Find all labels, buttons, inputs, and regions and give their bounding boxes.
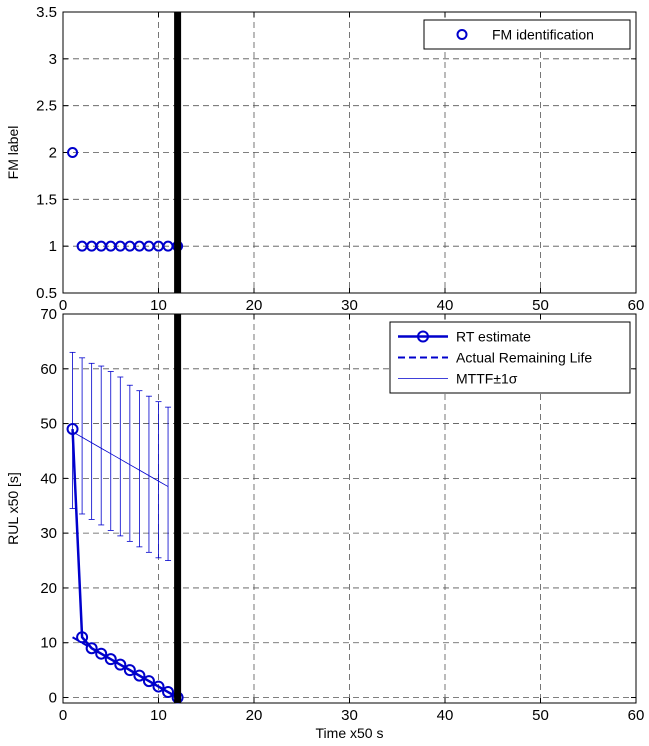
- y-tick-label: 70: [40, 306, 57, 323]
- x-tick-label: 30: [341, 297, 358, 314]
- y-tick-label: 60: [40, 361, 57, 378]
- legend-swatch-marker: [456, 29, 468, 40]
- y-tick-label: 0.5: [36, 285, 57, 302]
- y-tick-label: 2: [49, 145, 57, 162]
- y-tick-label: 10: [40, 635, 57, 652]
- rt-estimate-point: [142, 675, 155, 688]
- x-tick-label: 40: [437, 707, 454, 724]
- x-tick-label: 30: [341, 707, 358, 724]
- x-tick-label: 0: [59, 297, 67, 314]
- legend: FM identification: [423, 19, 631, 50]
- x-tick-label: 50: [532, 297, 549, 314]
- y-tick-label: 0: [49, 690, 57, 707]
- rt-estimate-point: [76, 631, 89, 644]
- x-tick-label: 50: [532, 707, 549, 724]
- x-tick-label: 0: [59, 707, 67, 724]
- rul-panel: 0 10 20 30 40 50 60 0 10 20 30 40 50 60 70 RUL x50 [s] T…: [5, 306, 644, 741]
- y-tick-label: 30: [40, 525, 57, 542]
- rt-estimate-point: [123, 664, 136, 677]
- x-tick-label: 40: [437, 297, 454, 314]
- rt-estimate-point: [104, 653, 117, 666]
- legend: RT estimate Actual Remaining Life MTTF±1σ: [389, 321, 631, 394]
- rt-estimate-point: [133, 669, 146, 682]
- fm-label-panel: 0 10 20 30 40 50 60 0.5 1 1.5 2 2.5 3 3.5 FM label FM i…: [5, 4, 644, 314]
- x-tick-label: 10: [150, 297, 167, 314]
- legend-swatch-marker: [417, 330, 429, 343]
- fm-identification-point: [67, 147, 79, 158]
- rt-estimate-point: [114, 658, 127, 671]
- y-tick-label: 3: [49, 51, 57, 68]
- actual-remaining-life-line: [72, 636, 179, 699]
- rt-estimate-point: [85, 642, 98, 655]
- y-tick-label: 2.5: [36, 98, 57, 115]
- x-tick-label: 60: [628, 707, 645, 724]
- y-axis-label: RUL x50 [s]: [5, 472, 21, 545]
- y-tick-label: 1: [49, 238, 57, 255]
- x-tick-label: 10: [150, 707, 167, 724]
- x-tick-label: 60: [628, 297, 645, 314]
- x-tick-label: 20: [246, 707, 263, 724]
- x-axis-label: Time x50 s: [316, 725, 384, 741]
- legend-label: MTTF±1σ: [456, 371, 518, 387]
- legend-label: FM identification: [492, 27, 594, 43]
- legend-label: Actual Remaining Life: [456, 350, 592, 366]
- x-tick-label: 20: [246, 297, 263, 314]
- y-tick-label: 40: [40, 470, 57, 487]
- y-tick-label: 3.5: [36, 4, 57, 21]
- y-axis-label: FM label: [5, 126, 21, 180]
- rt-estimate-point: [152, 680, 165, 693]
- rt-estimate-point: [95, 647, 108, 660]
- y-tick-label: 20: [40, 580, 57, 597]
- y-tick-label: 50: [40, 416, 57, 433]
- y-tick-label: 1.5: [36, 191, 57, 208]
- legend-label: RT estimate: [456, 329, 531, 345]
- legend-box: [389, 321, 631, 394]
- rt-estimate-point: [162, 686, 175, 699]
